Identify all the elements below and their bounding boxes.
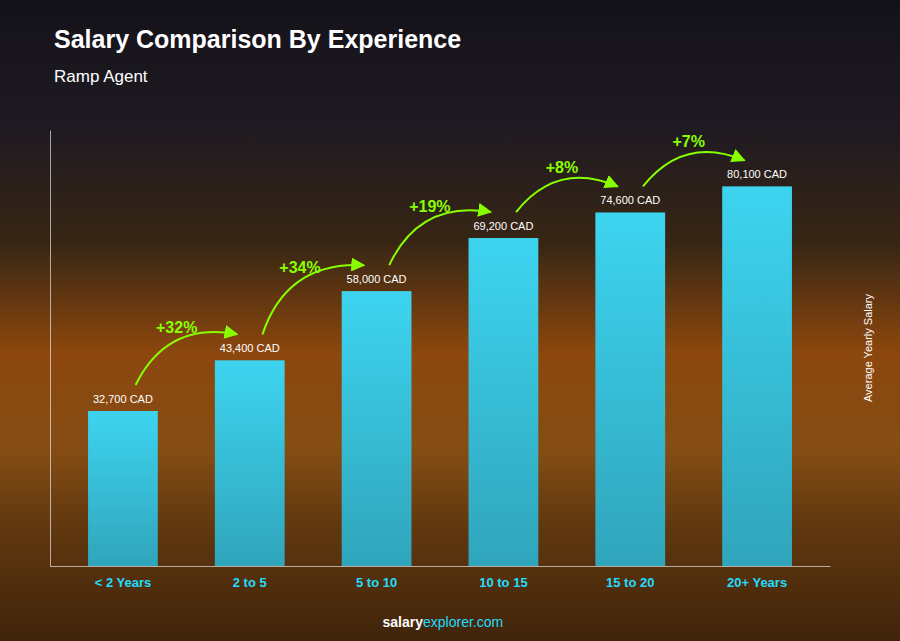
data-label: 69,200 CAD [473,220,533,232]
data-label: 74,600 CAD [600,194,660,206]
x-tick: 2 to 5 [233,566,267,590]
x-tick-label: 10 to 15 [479,575,527,590]
bar [469,238,539,566]
growth-arrow [389,210,490,265]
data-labels: 32,700 CAD 43,400 CAD 58,000 CAD 69,200 CAD… [93,168,787,405]
data-label: 80,100 CAD [727,168,787,180]
title: Salary Comparison By Experience [54,25,461,53]
bar [722,186,792,566]
x-tick-label: 5 to 10 [356,575,397,590]
growth-annotations: +32% +34% +19% +8% +7% [136,133,745,385]
subtitle: Ramp Agent [54,67,148,86]
growth-label: +34% [279,259,320,276]
bar [88,411,158,566]
x-tick: 15 to 20 [606,566,654,590]
y-axis-line [50,131,51,567]
background [0,0,900,641]
growth-arrow [136,332,237,385]
bars [88,186,792,566]
y-axis-title: Average Yearly Salary [862,293,874,402]
x-axis: < 2 Years 2 to 5 5 to 10 10 to 15 15 to 20 20… [51,566,831,590]
x-tick: 20+ Years [727,566,787,590]
data-label: 58,000 CAD [347,273,407,285]
growth-label: +7% [672,133,704,150]
data-label: 43,400 CAD [220,342,280,354]
growth-label: +32% [156,319,197,336]
x-tick: 5 to 10 [356,566,397,590]
x-tick-label: < 2 Years [95,575,152,590]
footer: salary [383,614,424,630]
x-tick-label: 15 to 20 [606,575,654,590]
y-axis [50,131,51,567]
data-label: 32,700 CAD [93,393,153,405]
x-tick-label: 20+ Years [727,575,787,590]
bar [595,212,665,566]
x-tick: < 2 Years [95,566,152,590]
bar [215,360,285,566]
chart-svg: Salary Comparison By Experience Ramp Agen… [0,0,900,641]
x-tick-label: 2 to 5 [233,575,267,590]
growth-arrow [643,152,744,187]
growth-arrow [516,178,617,212]
growth-label: +19% [409,198,450,215]
x-axis-line [51,566,831,567]
footer: explorer.com [423,614,503,630]
x-tick: 10 to 15 [479,566,527,590]
growth-label: +8% [546,159,578,176]
plot-area: < 2 Years 2 to 5 5 to 10 10 to 15 15 to 20 20… [51,131,831,591]
bar [342,291,412,566]
